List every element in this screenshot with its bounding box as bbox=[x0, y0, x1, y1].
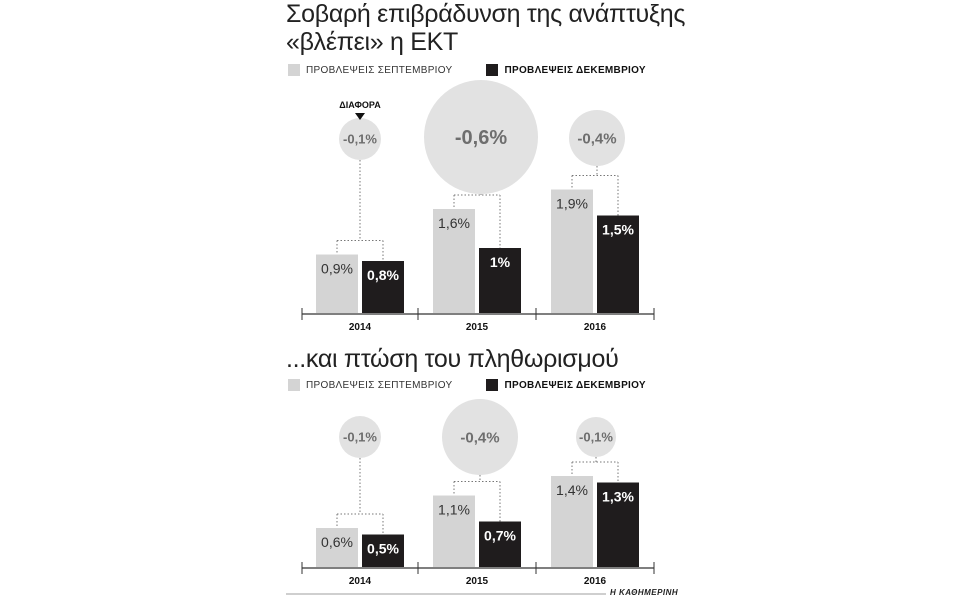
value-label-december: 1% bbox=[490, 254, 511, 270]
value-label-september: 1,1% bbox=[438, 502, 470, 518]
legend-swatch-september bbox=[288, 64, 300, 76]
value-label-december: 0,8% bbox=[367, 267, 399, 283]
difference-label: -0,1% bbox=[343, 430, 377, 445]
difference-label: -0,4% bbox=[460, 429, 499, 446]
legend-label-september: ΠΡΟΒΛΕΨΕΙΣ ΣΕΠΤΕΜΒΡΙΟΥ bbox=[306, 64, 453, 76]
legend-swatch-december bbox=[486, 379, 499, 391]
category-label: 2015 bbox=[466, 322, 489, 333]
bar-december bbox=[479, 521, 521, 567]
legend-inflation: ΠΡΟΒΛΕΨΕΙΣ ΣΕΠΤΕΜΒΡΙΟΥ ΠΡΟΒΛΕΨΕΙΣ ΔΕΚΕΜΒ… bbox=[288, 378, 680, 392]
category-label: 2016 bbox=[584, 322, 607, 333]
difference-marker-arrow-icon bbox=[355, 113, 365, 120]
bar-december bbox=[362, 261, 404, 313]
value-label-september: 1,6% bbox=[438, 215, 470, 231]
legend-item-december: ΠΡΟΒΛΕΨΕΙΣ ΔΕΚΕΜΒΡΙΟΥ bbox=[486, 64, 646, 76]
value-label-december: 1,5% bbox=[602, 222, 634, 238]
category-label: 2016 bbox=[584, 576, 607, 587]
bar-september bbox=[433, 209, 475, 313]
bar-december bbox=[362, 534, 404, 567]
difference-bubble bbox=[576, 417, 616, 457]
legend-swatch-september bbox=[288, 379, 300, 391]
legend-growth: ΠΡΟΒΛΕΨΕΙΣ ΣΕΠΤΕΜΒΡΙΟΥ ΠΡΟΒΛΕΨΕΙΣ ΔΕΚΕΜΒ… bbox=[288, 63, 680, 77]
value-label-december: 0,5% bbox=[367, 541, 399, 557]
difference-bubble bbox=[424, 80, 538, 194]
bar-december bbox=[597, 482, 639, 567]
difference-label: -0,6% bbox=[455, 127, 507, 149]
legend-item-september: ΠΡΟΒΛΕΨΕΙΣ ΣΕΠΤΕΜΒΡΙΟΥ bbox=[288, 64, 452, 76]
bar-september bbox=[316, 254, 358, 313]
value-label-december: 1,3% bbox=[602, 489, 634, 505]
legend-label-september: ΠΡΟΒΛΕΨΕΙΣ ΣΕΠΤΕΜΒΡΙΟΥ bbox=[306, 379, 453, 391]
source-rule bbox=[286, 593, 606, 595]
bar-september bbox=[316, 528, 358, 567]
legend-label-december: ΠΡΟΒΛΕΨΕΙΣ ΔΕΚΕΜΒΡΙΟΥ bbox=[504, 379, 646, 391]
value-label-september: 0,6% bbox=[321, 534, 353, 550]
value-label-september: 1,9% bbox=[556, 196, 588, 212]
bar-december bbox=[597, 215, 639, 313]
difference-label: -0,1% bbox=[579, 430, 613, 445]
difference-marker-label: ΔΙΑΦΟΡΑ bbox=[339, 100, 381, 110]
category-label: 2014 bbox=[349, 322, 372, 333]
legend-swatch-december bbox=[486, 64, 499, 76]
value-label-september: 1,4% bbox=[556, 482, 588, 498]
bar-september bbox=[433, 495, 475, 567]
bar-december bbox=[479, 248, 521, 313]
difference-bubble bbox=[339, 118, 381, 160]
difference-bubble bbox=[442, 399, 518, 475]
legend-label-december: ΠΡΟΒΛΕΨΕΙΣ ΔΕΚΕΜΒΡΙΟΥ bbox=[504, 64, 646, 76]
category-label: 2015 bbox=[466, 576, 489, 587]
value-label-september: 0,9% bbox=[321, 261, 353, 277]
difference-label: -0,1% bbox=[343, 132, 377, 147]
value-label-december: 0,7% bbox=[484, 528, 516, 544]
bar-september bbox=[551, 189, 593, 313]
difference-label: -0,4% bbox=[577, 130, 616, 147]
chart-title-inflation: ...και πτώση του πληθωρισμού bbox=[286, 345, 619, 373]
bar-september bbox=[551, 476, 593, 567]
chart-title-growth: Σοβαρή επιβράδυνση της ανάπτυξης «βλέπει… bbox=[286, 0, 686, 56]
legend-item-september: ΠΡΟΒΛΕΨΕΙΣ ΣΕΠΤΕΜΒΡΙΟΥ bbox=[288, 379, 452, 391]
category-label: 2014 bbox=[349, 576, 372, 587]
legend-item-december: ΠΡΟΒΛΕΨΕΙΣ ΔΕΚΕΜΒΡΙΟΥ bbox=[486, 379, 646, 391]
difference-bubble bbox=[569, 110, 625, 166]
difference-bubble bbox=[339, 416, 381, 458]
source-credit: Η ΚΑΘΗΜΕΡΙΝΗ bbox=[610, 588, 679, 597]
